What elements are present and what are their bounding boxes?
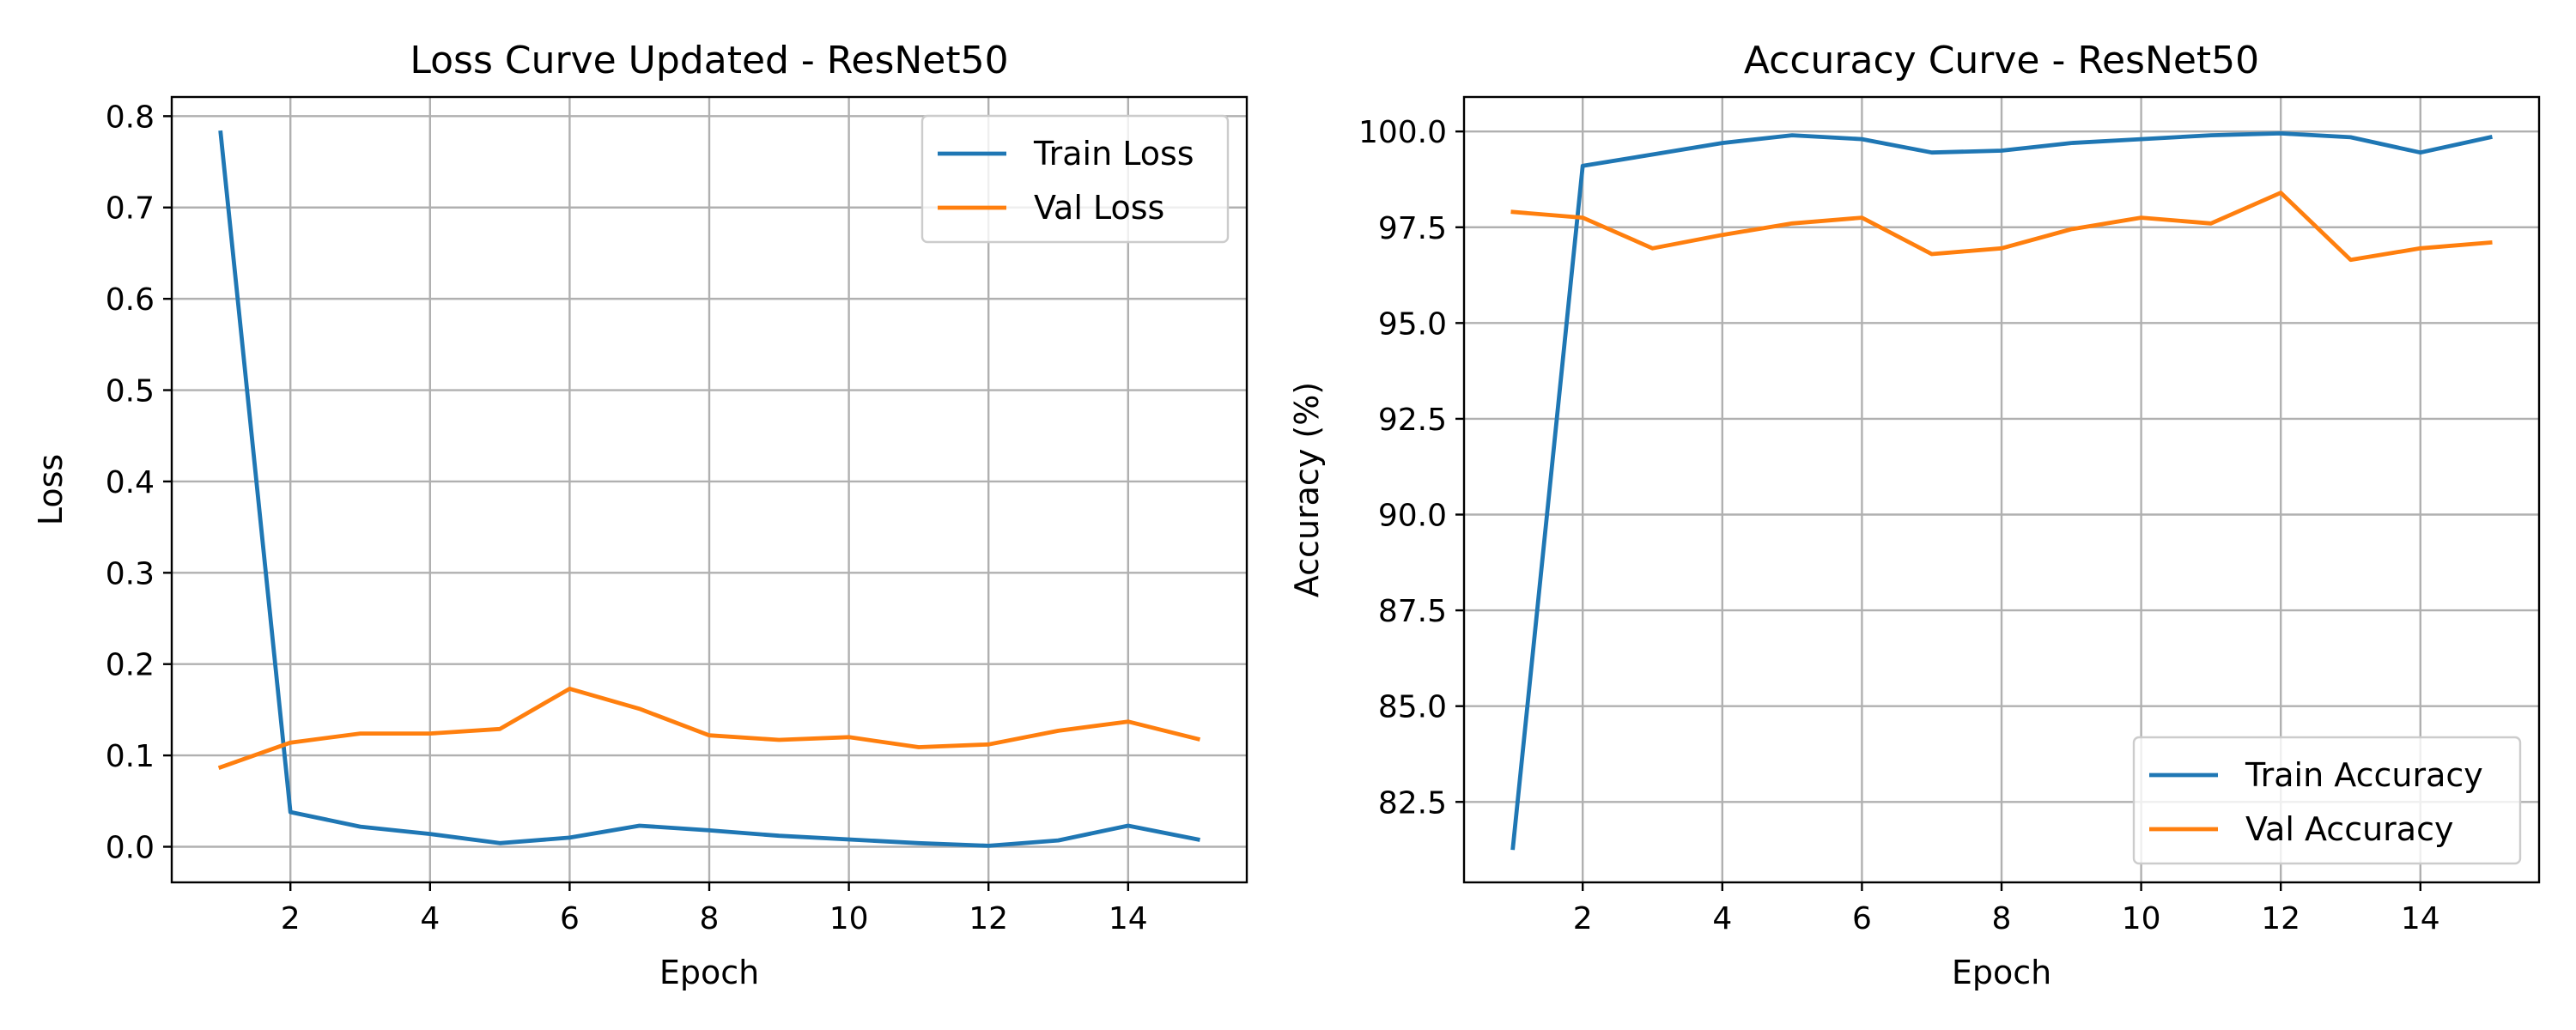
legend-box: [2132, 736, 2522, 865]
x-tick-label: 10: [2122, 901, 2161, 936]
y-axis-label: Loss: [32, 454, 70, 525]
y-tick-label: 97.5: [1378, 211, 1447, 246]
y-tick-label: 95.0: [1378, 306, 1447, 342]
accuracy-chart: Accuracy Curve - ResNet50 Epoch Accuracy…: [1288, 39, 2541, 991]
x-tick-label: 4: [420, 901, 440, 936]
x-tick-label: 2: [1573, 901, 1593, 936]
x-tick-label: 6: [560, 901, 580, 936]
legend-label-val-accuracy: Val Accuracy: [2245, 810, 2453, 848]
x-tick-label: 8: [1992, 901, 2012, 936]
y-tick-label: 0.0: [106, 831, 155, 866]
y-tick-label: 0.6: [106, 282, 155, 318]
x-axis-label: Epoch: [1952, 954, 2051, 991]
y-tick-label: 0.1: [106, 739, 155, 774]
legend-label-train-accuracy: Train Accuracy: [2245, 756, 2483, 794]
y-tick-label: 0.8: [106, 100, 155, 135]
y-tick-label: 0.3: [106, 556, 155, 591]
y-tick-label: 92.5: [1378, 403, 1447, 438]
ticks: 2 4 6 8 10 12 14 82.5 85.0 87.5 90.0 92.5 95.0 97.5 10…: [1358, 115, 2440, 936]
y-tick-label: 90.0: [1378, 499, 1447, 534]
series-line-val-loss: [217, 687, 1201, 770]
legend: Train Accuracy Val Accuracy: [2132, 736, 2522, 865]
ticks: 2 4 6 8 10 12 14 0.0 0.1 0.2 0.3 0.4 0.5 0.6 0.7 0.8: [106, 100, 1148, 936]
chart-title: Loss Curve Updated - ResNet50: [410, 39, 1008, 82]
x-tick-label: 14: [1109, 901, 1148, 936]
y-tick-label: 100.0: [1358, 115, 1447, 150]
x-tick-label: 12: [969, 901, 1008, 936]
y-tick-label: 0.5: [106, 374, 155, 409]
series-line-train-loss: [218, 130, 1200, 848]
x-tick-label: 14: [2401, 901, 2440, 936]
legend-box: [920, 114, 1230, 244]
series-line-train-accuracy: [1510, 130, 2493, 851]
y-tick-label: 82.5: [1378, 785, 1447, 821]
y-tick-label: 85.0: [1378, 690, 1447, 725]
x-tick-label: 2: [281, 901, 301, 936]
y-tick-label: 0.4: [106, 465, 155, 500]
y-axis-label: Accuracy (%): [1288, 382, 1326, 597]
x-tick-label: 4: [1712, 901, 1732, 936]
x-tick-label: 12: [2261, 901, 2300, 936]
loss-chart: Loss Curve Updated - ResNet50 Epoch Loss…: [32, 39, 1249, 991]
chart-title: Accuracy Curve - ResNet50: [1744, 39, 2259, 82]
series-line-val-accuracy: [1510, 191, 2493, 263]
legend: Train Loss Val Loss: [920, 114, 1230, 244]
legend-label-train-loss: Train Loss: [1033, 135, 1194, 173]
legend-label-val-loss: Val Loss: [1034, 189, 1164, 227]
series-lines: [1510, 130, 2493, 851]
series-lines: [217, 130, 1201, 848]
y-tick-label: 0.2: [106, 648, 155, 683]
x-tick-label: 8: [700, 901, 720, 936]
y-tick-label: 0.7: [106, 191, 155, 227]
x-axis-label: Epoch: [659, 954, 759, 991]
x-tick-label: 10: [829, 901, 869, 936]
grid: [172, 97, 1247, 882]
x-tick-label: 6: [1852, 901, 1872, 936]
y-tick-label: 87.5: [1378, 594, 1447, 629]
